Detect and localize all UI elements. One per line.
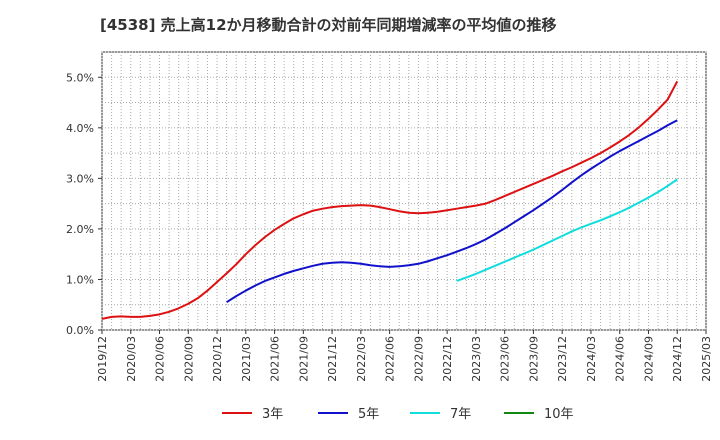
x-tick-label: 2022/06: [384, 336, 397, 382]
x-tick-label: 2021/03: [240, 336, 253, 382]
y-axis: 0.0% 1.0% 2.0% 3.0% 4.0% 5.0%: [66, 71, 102, 337]
x-tick-label: 2024/06: [614, 336, 627, 382]
y-tick-label: 3.0%: [66, 172, 94, 185]
y-tick-label: 0.0%: [66, 324, 94, 337]
y-tick-label: 5.0%: [66, 71, 94, 84]
chart-title: [4538] 売上高12か月移動合計の対前年同期増減率の平均値の推移: [100, 16, 557, 34]
x-tick-label: 2022/09: [412, 336, 425, 382]
x-tick-label: 2023/03: [470, 336, 483, 382]
x-tick-label: 2022/03: [355, 336, 368, 382]
plot-area: [101, 51, 707, 331]
x-tick-label: 2023/12: [556, 336, 569, 382]
x-axis: 2019/12 2020/03 2020/06 2020/09 2020/12 2021/…: [96, 330, 713, 382]
x-tick-label: 2020/12: [211, 336, 224, 382]
legend-label-3: 10年: [544, 407, 574, 422]
y-tick-label: 1.0%: [66, 273, 94, 286]
x-tick-label: 2023/06: [499, 336, 512, 382]
y-tick-label: 4.0%: [66, 122, 94, 135]
x-tick-label: 2021/12: [326, 336, 339, 382]
legend: 3年 5年 7年 10年: [222, 407, 574, 422]
x-tick-label: 2025/03: [700, 336, 713, 382]
series-line-1: [226, 119, 678, 304]
x-tick-label: 2021/09: [297, 336, 310, 382]
legend-label-1: 5年: [358, 407, 379, 422]
legend-label-0: 3年: [262, 407, 283, 422]
x-tick-label: 2019/12: [96, 336, 109, 382]
x-tick-label: 2020/06: [154, 336, 167, 382]
x-tick-label: 2023/09: [527, 336, 540, 382]
x-tick-label: 2020/03: [125, 336, 138, 382]
series-lines: [101, 80, 679, 320]
x-tick-label: 2020/09: [182, 336, 195, 382]
x-tick-label: 2024/03: [585, 336, 598, 382]
legend-label-2: 7年: [450, 407, 471, 422]
x-tick-label: 2021/06: [269, 336, 282, 382]
series-line-2: [456, 178, 678, 282]
y-tick-label: 2.0%: [66, 223, 94, 236]
x-tick-label: 2024/12: [671, 336, 684, 382]
series-line-0: [101, 80, 679, 320]
x-tick-label: 2024/09: [642, 336, 655, 382]
x-tick-label: 2022/12: [441, 336, 454, 382]
